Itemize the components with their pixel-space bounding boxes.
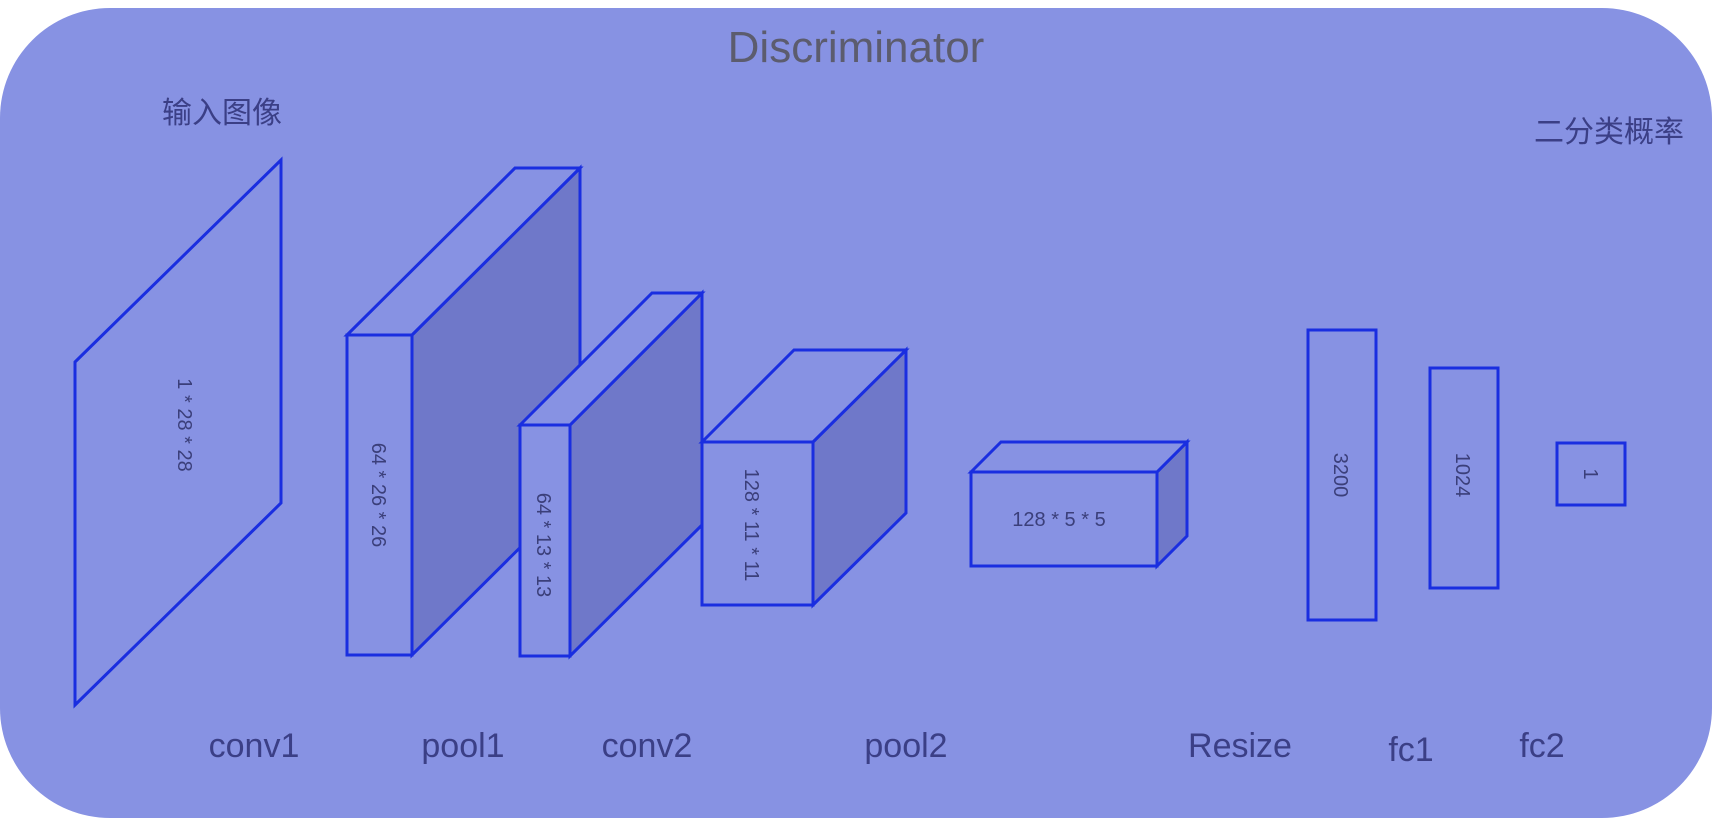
- conv2-block: 128 * 11 * 11: [698, 346, 910, 609]
- pool2-dims-label: 128 * 5 * 5: [1012, 509, 1105, 531]
- layer-label-resize: Resize: [1188, 727, 1292, 765]
- pool1-block: 64 * 13 * 13: [516, 289, 706, 660]
- input-dims-label: 1 * 28 * 28: [173, 378, 195, 471]
- layer-label-pool1: pool1: [421, 727, 504, 765]
- diagram-title: Discriminator: [728, 23, 985, 72]
- input-image-label: 输入图像: [162, 96, 282, 131]
- pool2-block: 128 * 5 * 5: [967, 438, 1191, 570]
- conv1-dims-label: 64 * 26 * 26: [367, 443, 389, 548]
- layer-label-fc1: fc1: [1388, 731, 1433, 769]
- layer-label-pool2: pool2: [864, 727, 947, 765]
- input-plane: 1 * 28 * 28: [73, 156, 283, 709]
- flatten-dims-label: 3200: [1329, 453, 1351, 498]
- conv1-block: 64 * 26 * 26: [343, 164, 584, 659]
- layer-label-fc2: fc2: [1519, 727, 1564, 765]
- flatten-vector: 3200: [1306, 328, 1378, 622]
- layer-label-conv2: conv2: [602, 727, 693, 765]
- binary-probability-label: 二分类概率: [1534, 115, 1684, 150]
- fc2-dims-label: 1: [1579, 468, 1601, 479]
- fc2-output: 1: [1555, 441, 1627, 507]
- pool1-dims-label: 64 * 13 * 13: [532, 493, 554, 598]
- fc1-vector: 1024: [1428, 366, 1500, 590]
- fc1-dims-label: 1024: [1451, 453, 1473, 498]
- layer-label-conv1: conv1: [209, 727, 300, 765]
- conv2-dims-label: 128 * 11 * 11: [740, 469, 762, 582]
